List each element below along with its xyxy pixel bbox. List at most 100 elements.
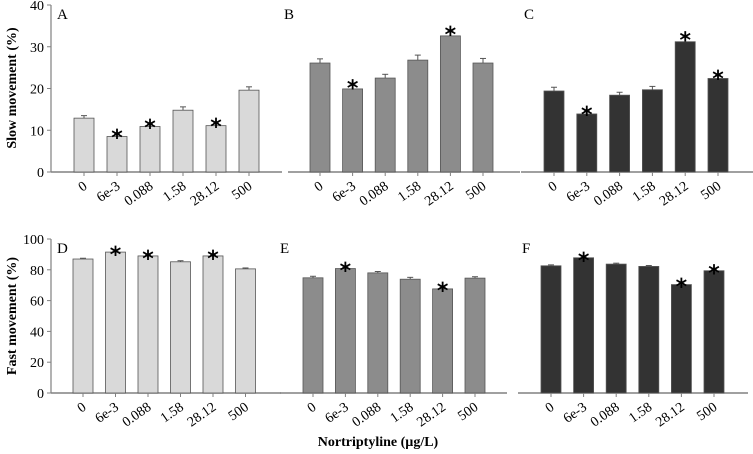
bar [137, 255, 159, 394]
x-tick-label: 28.12 [185, 400, 219, 430]
bar [334, 268, 356, 394]
y-tick-label: 40 [30, 0, 44, 14]
bar [399, 278, 421, 394]
bar [367, 272, 389, 394]
x-tick-label: 6e-3 [323, 400, 352, 427]
significance-star: * [210, 115, 222, 140]
x-tick-label: 0 [76, 179, 90, 195]
x-tick-label: 28.12 [653, 400, 687, 430]
significance-star: * [111, 126, 123, 151]
x-tick-label: 1.58 [626, 400, 655, 426]
y-axis-label-fast-movement: Fast movement (%) [5, 257, 20, 376]
x-tick-label: 6e-3 [94, 179, 123, 206]
bar [472, 62, 494, 173]
y-tick-label: 20 [30, 356, 44, 371]
significance-star: * [340, 259, 352, 284]
significance-star: * [708, 262, 720, 287]
x-tick-label: 500 [698, 179, 724, 203]
bar [432, 288, 454, 394]
y-tick-label: 20 [30, 83, 44, 98]
x-tick-label: 500 [455, 400, 481, 424]
bar [72, 258, 94, 394]
panel-label: B [284, 7, 294, 23]
bar [543, 90, 565, 173]
x-tick-label: 0 [543, 400, 557, 416]
y-tick-label: 10 [30, 124, 44, 139]
x-tick-label: 500 [463, 179, 489, 203]
x-tick-label: 1.58 [630, 179, 659, 205]
bar [540, 265, 562, 394]
x-axis-label: Nortriptyline (µg/L) [318, 435, 439, 450]
significance-star: * [437, 279, 449, 304]
significance-star: * [445, 23, 457, 48]
x-tick-label: 28.12 [422, 179, 456, 209]
significance-star: * [142, 247, 154, 272]
y-axis-fast-movement: 0 20 40 60 80 100 [23, 233, 52, 402]
x-tick-label: 0.088 [122, 179, 156, 209]
bar [238, 89, 260, 173]
x-tick-label: 0 [305, 400, 319, 416]
panel-label: C [524, 7, 534, 23]
bar [671, 284, 692, 394]
y-tick-label: 60 [30, 295, 44, 310]
x-tick-label: 1.58 [395, 179, 424, 205]
bar [642, 89, 663, 173]
x-tick-label: 6e-3 [330, 179, 359, 206]
x-tick-label: 28.12 [188, 179, 222, 209]
panel-label: D [57, 241, 68, 257]
x-tick-label: 0 [546, 179, 560, 195]
bar [105, 251, 126, 394]
bar [309, 62, 331, 173]
y-tick-label: 0 [37, 387, 44, 402]
bar [464, 277, 486, 394]
y-tick-label: 0 [37, 166, 44, 181]
panel-label: E [280, 241, 289, 257]
significance-star: * [144, 116, 156, 141]
bar [605, 263, 627, 394]
significance-star: * [578, 249, 590, 274]
bar [235, 268, 256, 394]
bar [407, 59, 429, 173]
y-tick-label: 100 [23, 233, 44, 248]
bar [302, 277, 324, 394]
x-tick-label: 6e-3 [93, 400, 122, 427]
x-tick-label: 0.088 [357, 179, 391, 209]
bar [674, 41, 696, 173]
x-tick-label: 500 [226, 400, 252, 424]
bar [707, 78, 729, 173]
y-tick-label: 40 [30, 325, 44, 340]
x-tick-label: 0.088 [591, 179, 625, 209]
x-tick-label: 0 [75, 400, 89, 416]
x-tick-label: 500 [229, 179, 255, 203]
x-tick-label: 6e-3 [561, 400, 590, 427]
bar [573, 257, 594, 394]
bar [609, 94, 630, 173]
significance-star: * [676, 275, 688, 300]
bar [374, 77, 396, 173]
bar [703, 270, 725, 394]
x-tick-label: 1.58 [388, 400, 417, 426]
significance-star: * [581, 103, 593, 128]
bar [73, 117, 95, 173]
y-tick-label: 80 [30, 264, 44, 279]
panel-label: A [57, 7, 68, 23]
x-tick-label: 28.12 [657, 179, 691, 209]
bar [638, 266, 660, 394]
panel-label: F [522, 241, 530, 257]
x-tick-label: 0 [312, 179, 326, 195]
x-tick-label: 28.12 [414, 400, 448, 430]
bar [170, 261, 191, 394]
y-axis-slow-movement: 0 10 20 30 40 [30, 0, 52, 181]
significance-star: * [712, 67, 724, 92]
x-tick-label: 1.58 [158, 400, 187, 426]
x-tick-label: 6e-3 [564, 179, 593, 206]
significance-star: * [110, 243, 122, 268]
